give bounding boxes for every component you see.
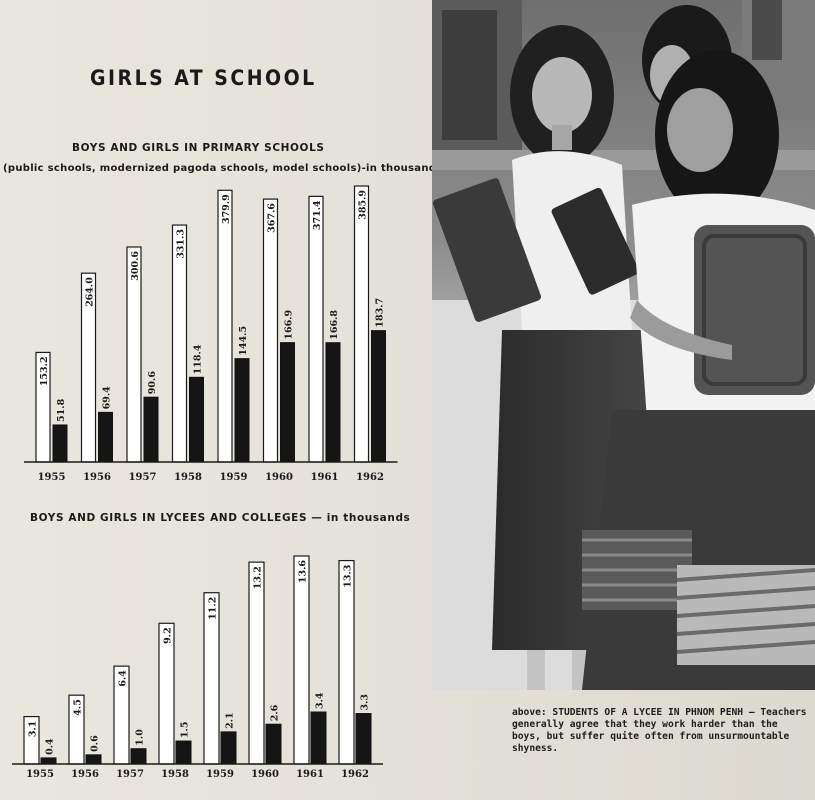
value-label-filled-1956: 69.4 [102, 386, 113, 410]
bar-filled-1957 [130, 748, 147, 765]
photo-caption: above: STUDENTS OF A LYCEE IN PHNOM PENH… [512, 707, 807, 754]
bar-filled-1960 [265, 723, 282, 765]
bar-outline-1959 [217, 189, 233, 463]
value-label-outline-1961: 371.4 [312, 200, 323, 230]
value-label-outline-1956: 264.0 [85, 277, 96, 307]
value-label-outline-1958: 9.2 [163, 627, 174, 644]
bar-outline-1958 [171, 224, 188, 463]
category-label-1958: 1958 [161, 769, 189, 780]
value-label-outline-1958: 331.3 [176, 229, 187, 259]
bar-filled-1962 [371, 330, 386, 463]
value-label-filled-1959: 2.1 [225, 712, 236, 729]
category-label-1962: 1962 [356, 472, 384, 483]
value-label-outline-1960: 367.6 [267, 203, 278, 233]
category-label-1960: 1960 [265, 472, 293, 483]
value-label-filled-1955: 51.8 [56, 398, 67, 422]
bar-filled-1956 [98, 411, 113, 463]
category-label-1960: 1960 [251, 769, 279, 780]
value-label-filled-1956: 0.6 [90, 735, 101, 752]
value-label-outline-1959: 11.2 [208, 597, 219, 620]
bar-filled-1959 [234, 358, 250, 463]
lycees-colleges-bar-chart: 3.1 0.4 1955 4.5 0.6 1956 6.4 1.0 1957 9.2 1.5 1958… [12, 555, 383, 780]
bar-filled-1962 [355, 713, 372, 765]
value-label-filled-1960: 166.9 [284, 309, 295, 339]
primary-chart-title: BOYS AND GIRLS IN PRIMARY SCHOOLS [72, 142, 325, 154]
category-label-1961: 1961 [296, 769, 324, 780]
category-label-1958: 1958 [174, 472, 202, 483]
value-label-filled-1957: 90.6 [147, 371, 158, 395]
bar-filled-1955 [52, 424, 68, 463]
bar-filled-1955 [40, 757, 57, 765]
bar-outline-1962 [353, 185, 370, 463]
primary-chart-subtitle: (public schools, modernized pagoda schoo… [3, 163, 443, 174]
category-label-1957: 1957 [116, 769, 144, 780]
value-label-outline-1961: 13.6 [298, 560, 309, 584]
category-label-1955: 1955 [38, 472, 66, 483]
value-label-filled-1961: 166.8 [329, 310, 340, 340]
value-label-filled-1962: 183.7 [375, 298, 386, 328]
value-label-outline-1955: 3.1 [28, 721, 39, 738]
category-label-1957: 1957 [129, 472, 157, 483]
value-label-filled-1955: 0.4 [45, 738, 56, 755]
category-label-1959: 1959 [206, 769, 234, 780]
students-photo [432, 0, 815, 690]
category-label-1956: 1956 [83, 472, 111, 483]
value-label-filled-1959: 144.5 [238, 326, 249, 356]
lycees-chart-title: BOYS AND GIRLS IN LYCEES AND COLLEGES — … [30, 512, 411, 524]
value-label-outline-1957: 6.4 [118, 670, 129, 687]
value-label-outline-1962: 385.9 [358, 190, 369, 220]
value-label-outline-1959: 379.9 [221, 194, 232, 224]
primary-schools-bar-chart: 153.2 51.8 1955 264.0 69.4 1956 300.6 90.6 1957 3… [24, 185, 398, 483]
category-label-1961: 1961 [311, 472, 339, 483]
category-label-1956: 1956 [71, 769, 99, 780]
bar-outline-1960 [262, 198, 279, 463]
value-label-outline-1960: 13.2 [253, 566, 264, 589]
value-label-filled-1958: 1.5 [180, 722, 191, 739]
value-label-filled-1957: 1.0 [135, 729, 146, 746]
bar-filled-1960 [280, 342, 295, 463]
category-label-1955: 1955 [26, 769, 54, 780]
value-label-filled-1961: 3.4 [315, 692, 326, 709]
page-title: GIRLS AT SCHOOL [90, 66, 317, 90]
value-label-outline-1962: 13.3 [343, 565, 354, 588]
value-label-filled-1962: 3.3 [360, 694, 371, 711]
bar-filled-1956 [85, 754, 102, 765]
bar-filled-1961 [325, 342, 341, 463]
bar-filled-1958 [175, 740, 192, 765]
bar-filled-1958 [189, 376, 204, 463]
bar-outline-1961 [308, 195, 324, 463]
value-label-outline-1955: 153.2 [39, 356, 50, 386]
category-label-1962: 1962 [341, 769, 369, 780]
bar-filled-1957 [143, 396, 159, 463]
bar-outline-1962 [338, 559, 355, 765]
value-label-outline-1957: 300.6 [130, 251, 141, 281]
category-label-1959: 1959 [220, 472, 248, 483]
bar-filled-1961 [310, 711, 327, 765]
bar-outline-1961 [293, 555, 310, 765]
bar-outline-1960 [248, 561, 265, 765]
value-label-filled-1958: 118.4 [193, 344, 204, 374]
value-label-filled-1960: 2.6 [270, 704, 281, 721]
bar-filled-1959 [220, 731, 237, 765]
students-photo-image [432, 0, 815, 690]
value-label-outline-1956: 4.5 [73, 699, 84, 716]
